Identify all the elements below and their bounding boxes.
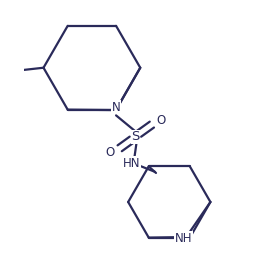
Text: N: N: [112, 101, 120, 114]
Text: NH: NH: [175, 232, 193, 245]
Text: O: O: [105, 146, 115, 159]
Text: HN: HN: [123, 157, 140, 170]
Text: O: O: [156, 115, 165, 128]
Text: S: S: [131, 130, 140, 143]
